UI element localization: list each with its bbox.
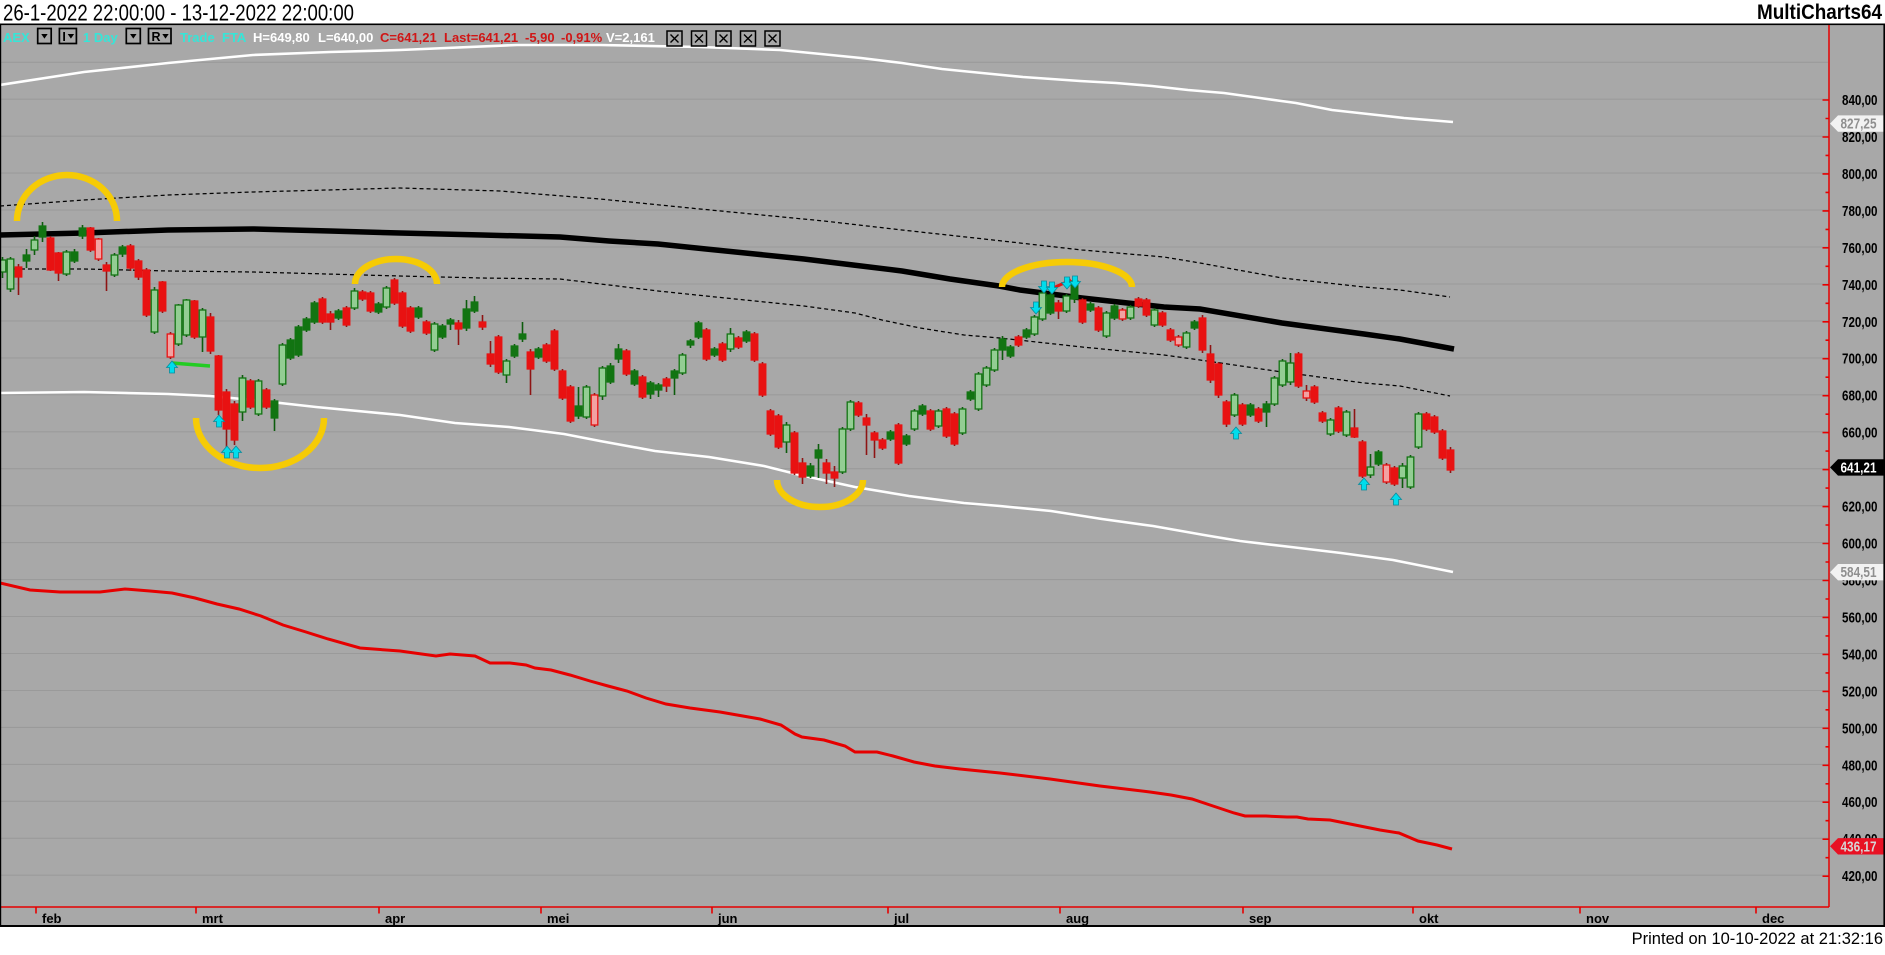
svg-text:500,00: 500,00 bbox=[1842, 720, 1878, 737]
svg-text:Last=641,21: Last=641,21 bbox=[444, 30, 518, 45]
svg-text:680,00: 680,00 bbox=[1842, 388, 1878, 405]
svg-text:H=649,80: H=649,80 bbox=[253, 30, 310, 45]
svg-text:jul: jul bbox=[893, 911, 909, 926]
svg-text:aug: aug bbox=[1066, 911, 1089, 926]
svg-text:540,00: 540,00 bbox=[1842, 646, 1878, 663]
svg-text:C=641,21: C=641,21 bbox=[380, 30, 437, 45]
svg-text:Printed on 10-10-2022 at 21:32: Printed on 10-10-2022 at 21:32:16 bbox=[1632, 930, 1883, 948]
svg-text:-5,90: -5,90 bbox=[525, 30, 555, 45]
svg-text:dec: dec bbox=[1762, 911, 1784, 926]
svg-text:827,25: 827,25 bbox=[1841, 116, 1877, 133]
svg-text:560,00: 560,00 bbox=[1842, 609, 1878, 626]
svg-text:mei: mei bbox=[547, 911, 569, 926]
svg-text:584,51: 584,51 bbox=[1841, 564, 1877, 581]
svg-text:436,17: 436,17 bbox=[1841, 838, 1877, 855]
svg-text:820,00: 820,00 bbox=[1842, 129, 1878, 146]
svg-text:L=640,00: L=640,00 bbox=[318, 30, 373, 45]
svg-text:apr: apr bbox=[385, 911, 405, 926]
svg-text:641,21: 641,21 bbox=[1841, 459, 1877, 476]
svg-text:MultiCharts64: MultiCharts64 bbox=[1757, 0, 1882, 24]
svg-text:okt: okt bbox=[1419, 911, 1439, 926]
svg-text:nov: nov bbox=[1586, 911, 1610, 926]
svg-text:AEX: AEX bbox=[3, 30, 30, 45]
svg-text:740,00: 740,00 bbox=[1842, 277, 1878, 294]
svg-text:660,00: 660,00 bbox=[1842, 425, 1878, 442]
svg-text:840,00: 840,00 bbox=[1842, 92, 1878, 109]
svg-text:600,00: 600,00 bbox=[1842, 536, 1878, 553]
svg-text:800,00: 800,00 bbox=[1842, 166, 1878, 183]
svg-text:26-1-2022 22:00:00 - 13-12-202: 26-1-2022 22:00:00 - 13-12-2022 22:00:00 bbox=[3, 0, 354, 26]
svg-text:520,00: 520,00 bbox=[1842, 683, 1878, 700]
svg-text:760,00: 760,00 bbox=[1842, 240, 1878, 257]
svg-text:R: R bbox=[152, 30, 161, 44]
svg-text:jun: jun bbox=[717, 911, 738, 926]
svg-text:-0,91%: -0,91% bbox=[561, 30, 603, 45]
svg-text:720,00: 720,00 bbox=[1842, 314, 1878, 331]
svg-text:FTA: FTA bbox=[222, 30, 247, 45]
svg-text:480,00: 480,00 bbox=[1842, 757, 1878, 774]
svg-text:460,00: 460,00 bbox=[1842, 794, 1878, 811]
svg-text:mrt: mrt bbox=[202, 911, 224, 926]
svg-text:1 Day: 1 Day bbox=[83, 30, 118, 45]
svg-text:780,00: 780,00 bbox=[1842, 203, 1878, 220]
svg-text:Trade: Trade bbox=[180, 30, 215, 45]
svg-text:feb: feb bbox=[42, 911, 62, 926]
svg-text:sep: sep bbox=[1249, 911, 1271, 926]
svg-text:I: I bbox=[62, 30, 65, 44]
svg-text:620,00: 620,00 bbox=[1842, 499, 1878, 516]
svg-text:420,00: 420,00 bbox=[1842, 868, 1878, 885]
svg-text:700,00: 700,00 bbox=[1842, 351, 1878, 368]
svg-text:V=2,161: V=2,161 bbox=[606, 30, 655, 45]
